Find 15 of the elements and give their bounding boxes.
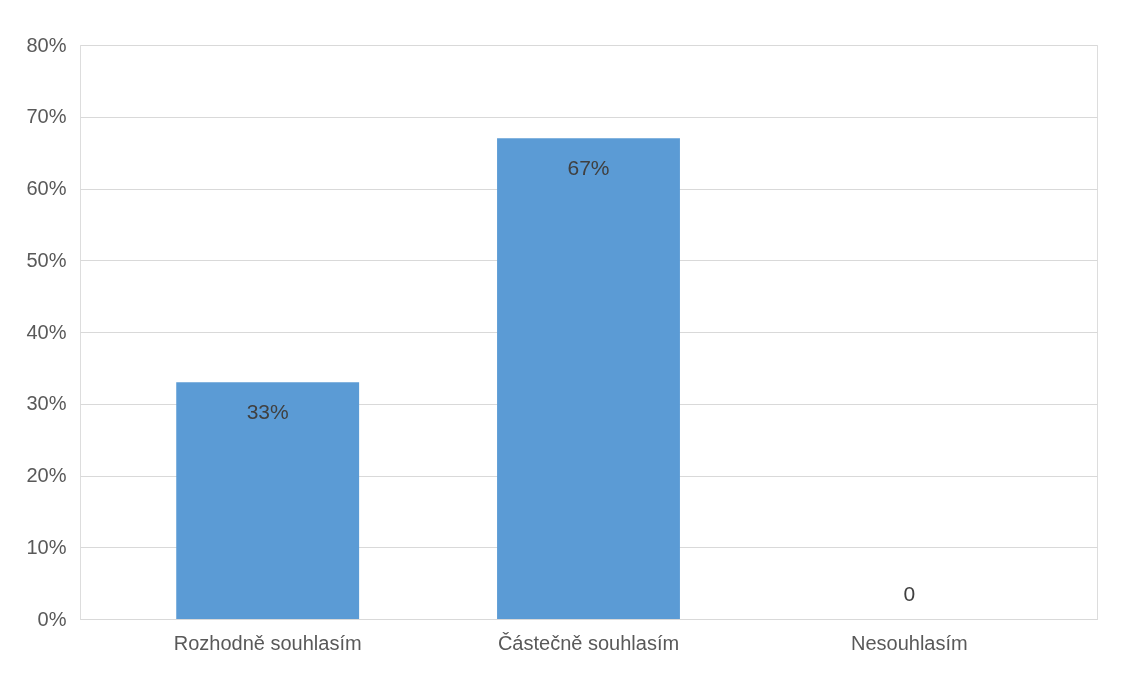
y-tick-label: 40%: [26, 320, 67, 343]
data-label: 0: [903, 582, 916, 605]
y-tick-label: 80%: [26, 33, 67, 56]
y-tick-label: 70%: [26, 105, 67, 128]
y-tick-label: 20%: [26, 464, 67, 486]
y-tick-label: 60%: [26, 177, 67, 199]
x-tick-label: Rozhodně souhlasím: [173, 631, 362, 654]
x-tick-label: Částečně souhlasím: [497, 631, 680, 654]
data-label: 33%: [246, 400, 289, 424]
data-label: 67%: [567, 156, 610, 180]
x-tick-label: Nesouhlasím: [850, 631, 968, 654]
y-tick-label: 0%: [37, 607, 67, 630]
y-tick-label: 10%: [26, 535, 67, 558]
y-tick-label: 30%: [26, 392, 67, 415]
y-tick-label: 50%: [26, 248, 67, 271]
